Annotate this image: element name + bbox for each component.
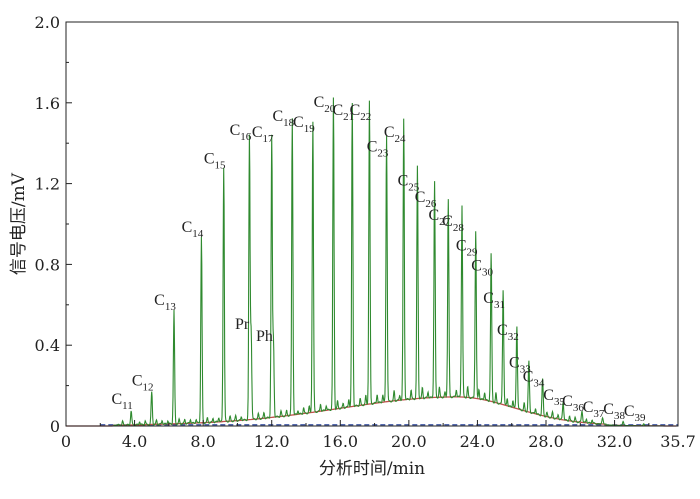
peak-label: C20 (314, 94, 336, 115)
peak-label: C31 (483, 290, 505, 311)
x-tick-label: 0 (61, 432, 71, 451)
peak-label: C16 (230, 122, 252, 143)
y-axis-label: 信号电压/mV (9, 172, 29, 275)
peak-label: Ph (256, 328, 273, 345)
x-tick-label: 12.0 (254, 432, 290, 451)
peak-label: C23 (367, 138, 389, 159)
peak-label: C34 (523, 369, 545, 390)
y-tick-label: 2.0 (35, 13, 60, 32)
peak-label: C36 (562, 393, 584, 414)
y-tick-label: 0.4 (35, 336, 60, 355)
x-tick-label: 35.7 (660, 432, 696, 451)
x-tick-label: 28.0 (528, 432, 564, 451)
y-tick-label: 0 (50, 417, 60, 436)
peak-label: C29 (456, 237, 478, 258)
x-tick-label: 4.0 (122, 432, 147, 451)
peak-label: C13 (154, 292, 176, 313)
x-axis-label: 分析时间/min (319, 459, 425, 479)
x-tick-label: 20.0 (391, 432, 427, 451)
peak-label: C25 (398, 173, 420, 194)
x-axis-ticks: 0 4.0 8.0 12.0 16.0 20.0 24.0 28.0 32.0 35.7 (61, 420, 696, 451)
peak-label: C28 (442, 213, 464, 234)
peak-label: C18 (272, 108, 294, 129)
y-tick-label: 1.2 (35, 175, 60, 194)
peak-label: C24 (384, 124, 406, 145)
x-tick-label: 24.0 (460, 432, 496, 451)
peak-label: C37 (583, 399, 605, 420)
plot-frame (65, 21, 679, 427)
peak-label: C14 (182, 219, 204, 240)
peak-label: C17 (252, 124, 274, 145)
x-tick-label: 16.0 (322, 432, 358, 451)
peak-label: Pr (235, 316, 250, 333)
peak-label: C22 (350, 102, 372, 123)
x-tick-label: 32.0 (597, 432, 633, 451)
peak-label: C15 (204, 150, 226, 171)
peak-label: C11 (112, 391, 133, 412)
y-axis-ticks: 0 0.4 0.8 1.2 1.6 2.0 (35, 13, 72, 436)
x-tick-label: 8.0 (190, 432, 215, 451)
y-tick-label: 0.8 (35, 255, 60, 274)
chromatogram-trace (66, 97, 678, 427)
peak-label: C35 (543, 387, 565, 408)
peak-label: C27 (428, 207, 450, 228)
peak-label: C21 (332, 102, 354, 123)
y-tick-label: 1.6 (35, 94, 60, 113)
peak-label: C19 (293, 114, 315, 135)
peak-label: C30 (471, 258, 493, 279)
peak-label: C32 (497, 322, 519, 343)
traces (66, 97, 678, 427)
peak-label: C38 (603, 401, 625, 422)
peak-label: C12 (132, 373, 154, 394)
peak-label: C26 (415, 189, 437, 210)
peak-label: C33 (509, 355, 531, 376)
peak-label: C39 (624, 403, 646, 424)
